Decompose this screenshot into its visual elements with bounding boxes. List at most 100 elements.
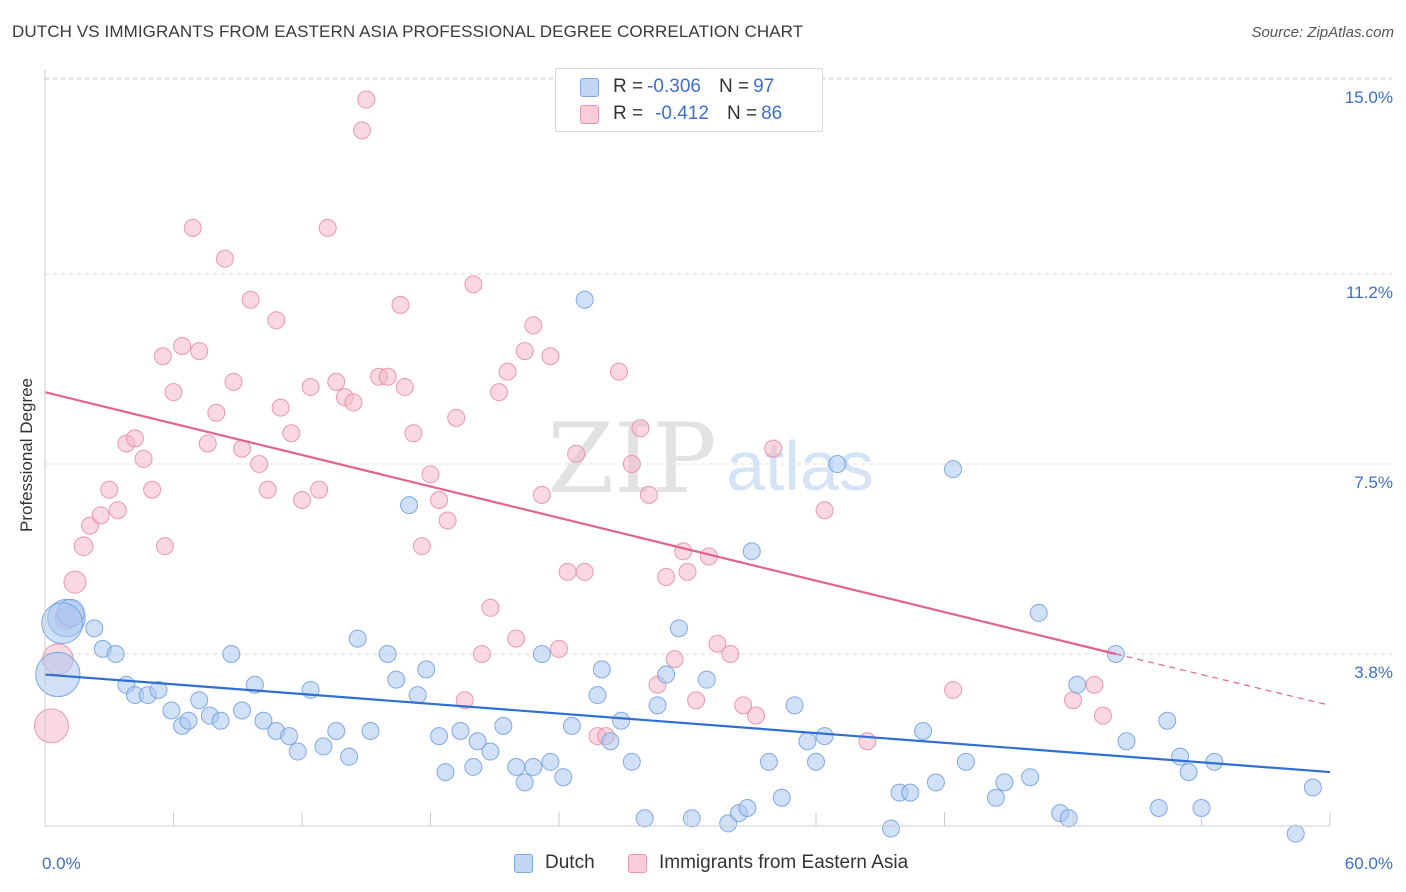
dutch-point [1068,675,1087,694]
asia-point [498,362,517,381]
asia-point [858,732,877,751]
asia-point [395,378,414,397]
legend-swatch-dutch [580,77,599,97]
dutch-point [901,783,920,802]
legend-n-label: N = [718,76,750,97]
legend-r-value: -0.306 [647,76,701,97]
asia-point [532,485,551,504]
asia-point [33,708,69,744]
asia-point [687,691,706,710]
asia-point [430,490,449,509]
y-tick-label: 11.2% [1346,283,1393,302]
dutch-point [464,757,483,776]
asia-point [215,249,234,268]
series-swatch-dutch [514,853,533,873]
asia-point [258,480,277,499]
dutch-point [327,722,346,741]
asia-point [155,537,174,556]
trend-layer [44,391,1331,774]
asia-point [344,393,363,412]
asia-point [198,434,217,453]
dutch-point [562,716,581,735]
dutch-point [348,629,367,648]
dutch-point [254,711,273,730]
y-tick-label: 3.8% [1354,663,1393,682]
chart-source: Source: ZipAtlas.com [1251,24,1394,41]
asia-point [327,372,346,391]
dutch-point [554,768,573,787]
legend-r-label: R = [613,76,644,97]
dutch-point [592,660,611,679]
watermark: ZIP atlas [547,403,874,515]
asia-point [550,639,568,658]
series-legend: Dutch Immigrants from Eastern Asia [0,852,1406,876]
asia-point [815,501,834,520]
asia-point [190,342,209,361]
asia-point [455,691,474,710]
legend-n-label: N = [726,103,758,124]
asia-point [412,537,431,556]
dutch-point [1286,824,1305,843]
dutch-point [515,773,534,792]
asia-point [464,275,483,294]
asia-point [447,408,466,427]
series-label-dutch: Dutch [545,852,595,873]
dutch-point [85,619,104,638]
dutch-point [233,701,252,720]
asia-point [73,536,94,557]
dutch-point [798,732,817,751]
dutch-point [106,645,125,663]
asia-point [282,424,301,443]
dutch-point [1171,747,1190,766]
legend-row-asia: R = -0.412 N = 86 [580,101,782,127]
dutch-point [451,722,470,741]
legend-n-value: 97 [753,76,775,97]
asia-point [708,634,727,653]
dutch-point [41,602,84,645]
dutch-point [785,696,804,715]
asia-point [241,290,260,309]
asia-point [558,562,577,581]
dutch-point [378,645,397,663]
y-tick-label: 7.5% [1354,473,1393,492]
dutch-point [1179,763,1198,782]
asia-point [622,455,641,474]
grid-layer [45,77,1392,655]
legend-r-label: R = [613,103,644,124]
dutch-point [436,763,455,782]
asia-point [153,347,172,366]
asia-point [472,645,491,663]
asia-point [173,336,192,355]
asia-point [721,645,740,663]
asia-point [310,480,329,499]
dutch-point [995,773,1014,792]
asia-point [631,419,650,438]
dutch-point [1149,799,1168,818]
asia-point [125,429,144,448]
asia-point [609,362,628,381]
asia-point [734,696,753,715]
dutch-point [532,645,551,663]
asia-point [665,650,684,669]
dutch-point [815,727,834,746]
dutch-point [682,809,701,828]
dutch-point [1303,778,1322,797]
dutch-point [1158,711,1177,730]
series-legend-asia: Immigrants from Eastern Asia [628,852,908,874]
dutch-point [541,752,560,771]
asia-point [318,218,337,237]
asia-point [678,562,697,581]
dutch-point [387,670,406,689]
asia-point [267,311,286,330]
dutch-point [807,752,825,771]
asia-point [100,480,119,499]
dutch-point [162,701,181,720]
asia-point [250,455,269,474]
dutch-point [340,747,359,766]
points-layer [33,90,1322,843]
axis-layer: 3.8% 7.5% 11.2% 15.0% 0.0% 60.0% [42,70,1393,873]
dutch-point [468,732,487,751]
dutch-point [772,788,791,807]
dutch-point [622,752,641,771]
